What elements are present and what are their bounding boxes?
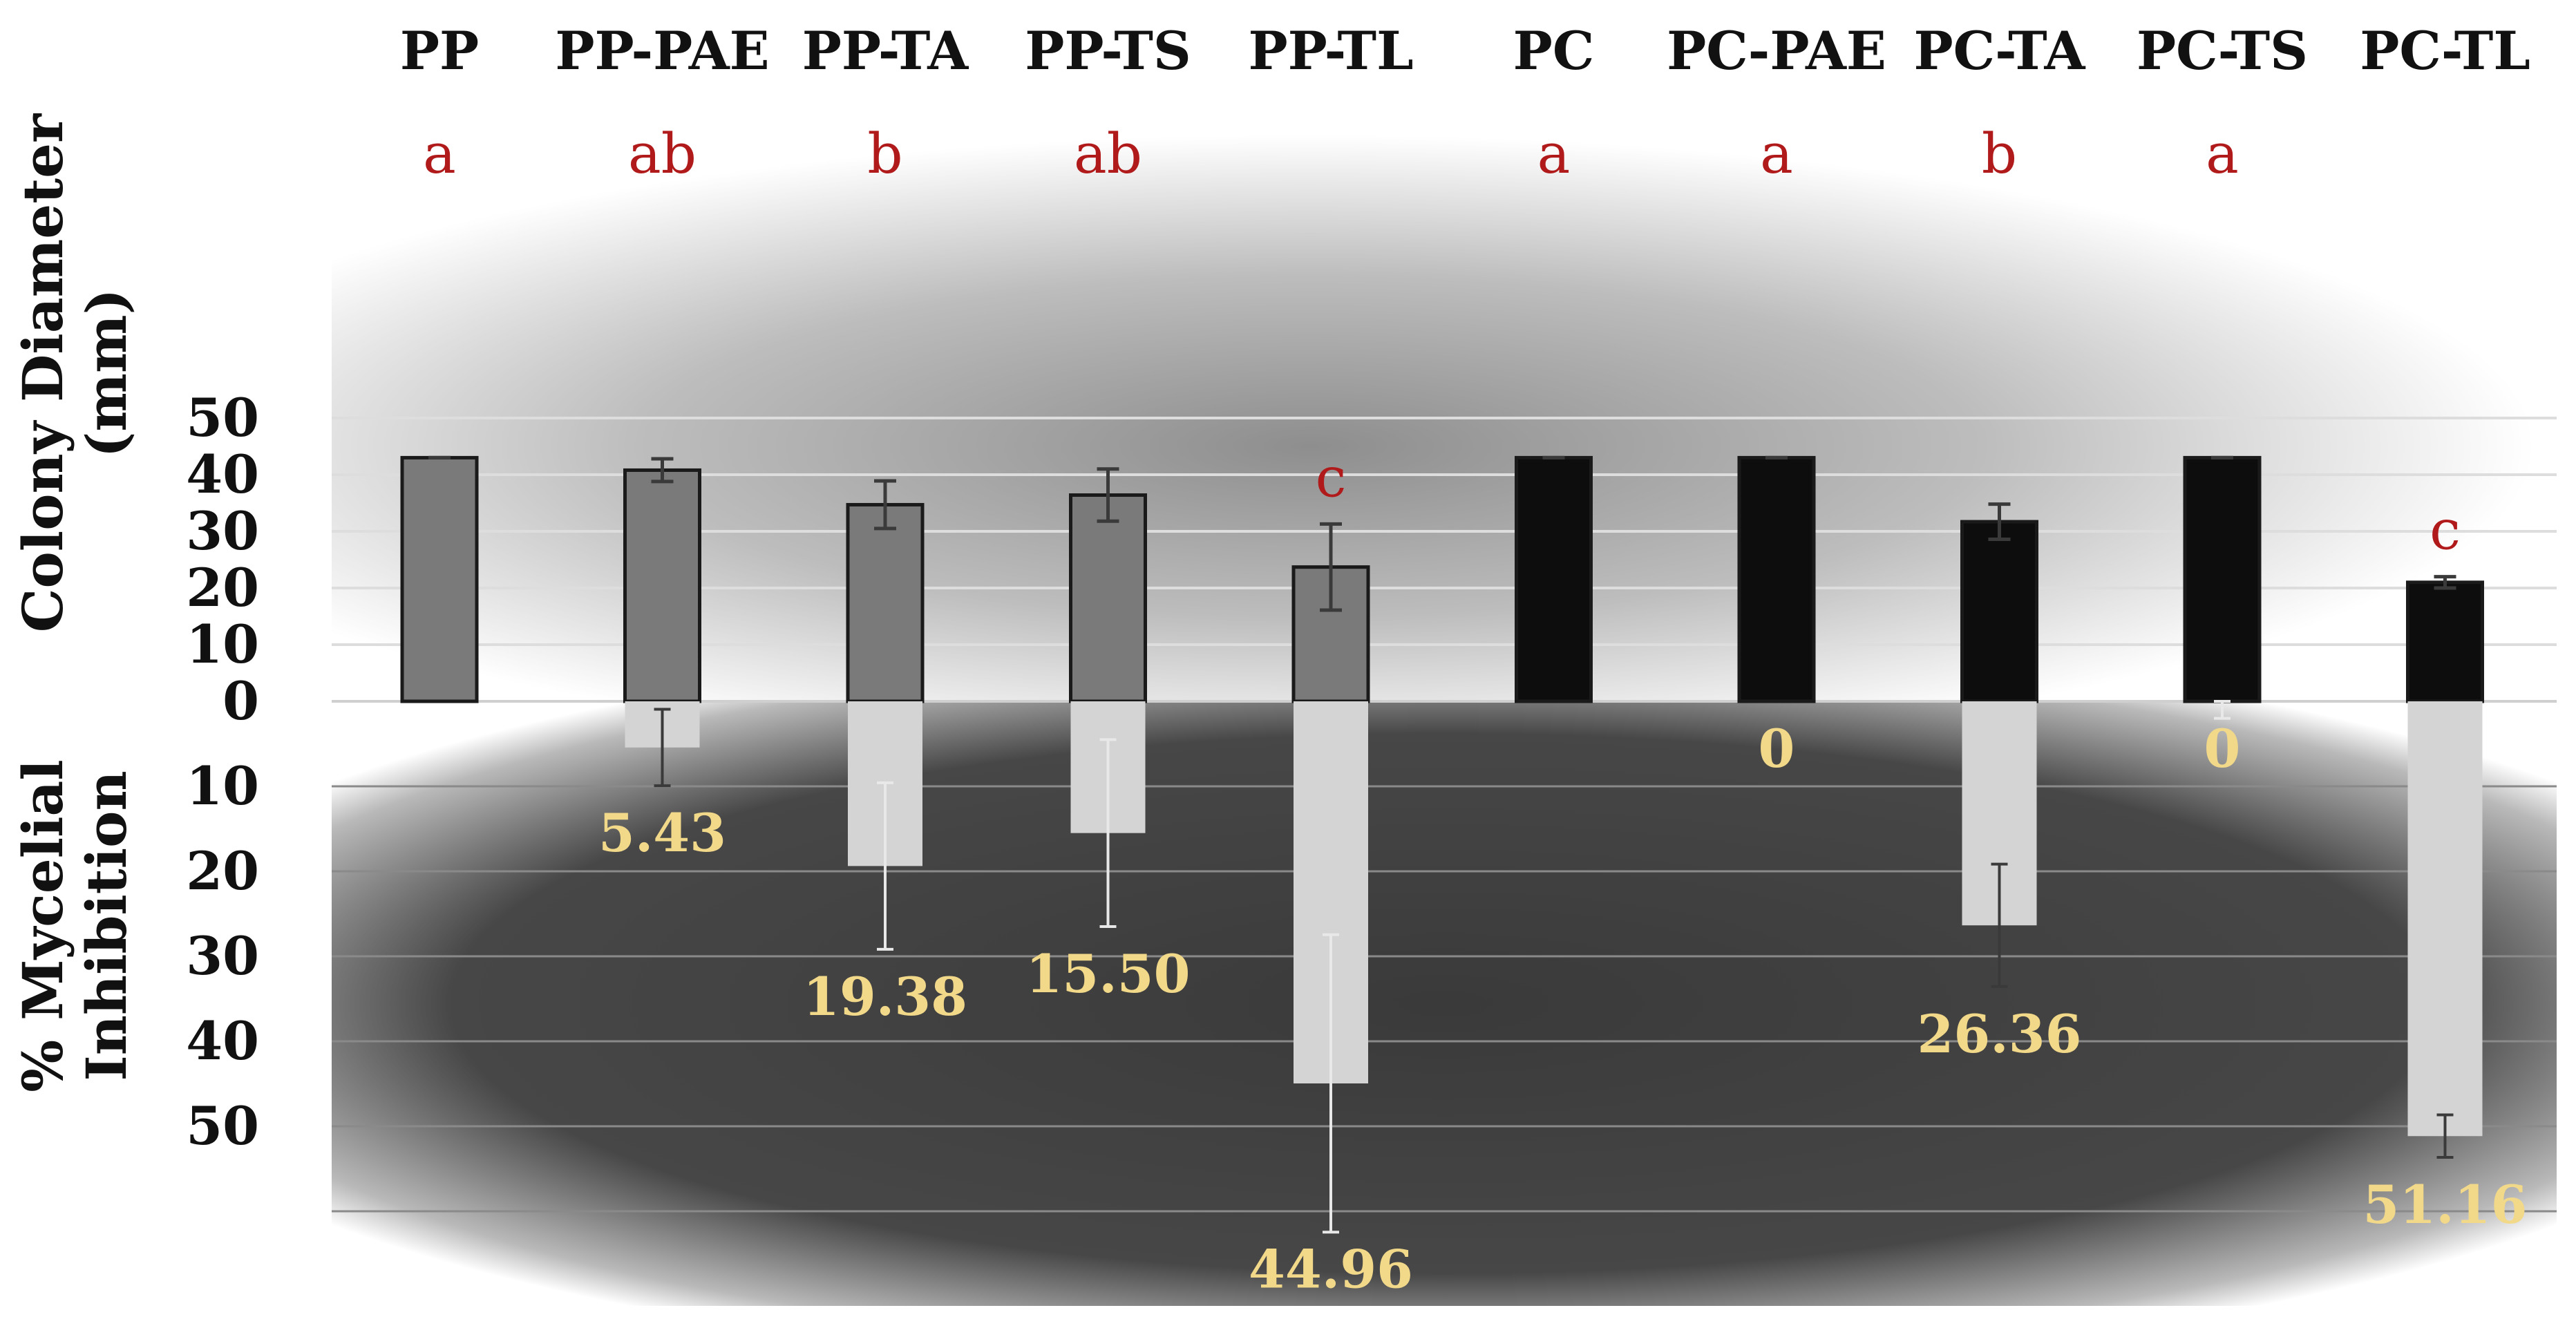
significance-letter: ab	[1074, 122, 1142, 186]
inhibition-value-label: 26.36	[1917, 1003, 2082, 1065]
significance-letter: b	[1982, 122, 2017, 186]
category-label: PC-TS	[2137, 20, 2308, 82]
mycelial-inhibition-axis-title-line2: Inhibition	[74, 770, 139, 1081]
inhibition-value-label: 15.50	[1026, 943, 1191, 1005]
mycelial-inhibition-bar	[2407, 701, 2483, 1137]
colony-diameter-bar	[846, 502, 925, 703]
inhibition-value-label: 44.96	[1249, 1238, 1413, 1300]
inhibition-axis-tick-label: 40	[186, 1010, 259, 1072]
colony-diameter-bar	[1737, 455, 1816, 703]
significance-letter: b	[867, 122, 902, 186]
category-label: PC-TA	[1914, 20, 2086, 82]
colony-diameter-axis-title-line1: Colony Diameter	[10, 113, 75, 632]
significance-letter: a	[2206, 122, 2239, 186]
colony-diameter-bar	[400, 455, 479, 703]
category-label: PP-TA	[802, 20, 969, 82]
lower-panel-background	[332, 701, 2557, 1306]
inhibition-axis-tick-label: 30	[186, 925, 259, 987]
colony-axis-tick-label: 40	[186, 444, 259, 505]
inhibition-value-label: 0	[2204, 718, 2241, 779]
inhibition-axis-tick-label: 20	[186, 840, 259, 902]
significance-letter: c	[1316, 445, 1347, 509]
colony-axis-tick-label: 30	[186, 500, 259, 562]
significance-letter: a	[1760, 122, 1793, 186]
significance-letter: c	[2430, 498, 2461, 562]
category-label: PP-TS	[1025, 20, 1191, 82]
category-label: PP	[400, 20, 479, 82]
colony-diameter-bar	[1069, 493, 1147, 703]
colony-diameter-bar	[1960, 520, 2038, 703]
colony-diameter-bar	[1515, 455, 1593, 703]
inhibition-axis-tick-label: 50	[186, 1095, 259, 1157]
inhibition-axis-tick-label: 10	[186, 755, 259, 817]
inhibition-value-label: 0	[1759, 718, 1795, 779]
significance-letter: a	[1537, 122, 1571, 186]
mycelial-inhibition-axis-title-line1: % Mycelial	[10, 759, 75, 1092]
colony-diameter-axis-title-line2: (mm)	[74, 289, 139, 458]
significance-letter: ab	[628, 122, 697, 186]
category-label: PP-PAE	[555, 20, 769, 82]
colony-diameter-bar	[2406, 580, 2484, 703]
colony-diameter-bar	[2183, 455, 2262, 703]
category-label: PP-TL	[1248, 20, 1413, 82]
colony-axis-tick-label: 0	[222, 670, 259, 732]
category-label: PC	[1513, 20, 1595, 82]
colony-axis-tick-label: 20	[186, 557, 259, 618]
category-label: PC-PAE	[1667, 20, 1886, 82]
inhibition-value-label: 5.43	[598, 802, 726, 864]
category-label: PC-TL	[2360, 20, 2530, 82]
significance-letter: a	[423, 122, 456, 186]
colony-axis-tick-label: 50	[186, 387, 259, 448]
inhibition-value-label: 19.38	[803, 966, 967, 1027]
colony-axis-tick-label: 10	[186, 614, 259, 675]
inhibition-value-label: 51.16	[2363, 1174, 2528, 1235]
colony-diameter-bar	[623, 468, 701, 703]
